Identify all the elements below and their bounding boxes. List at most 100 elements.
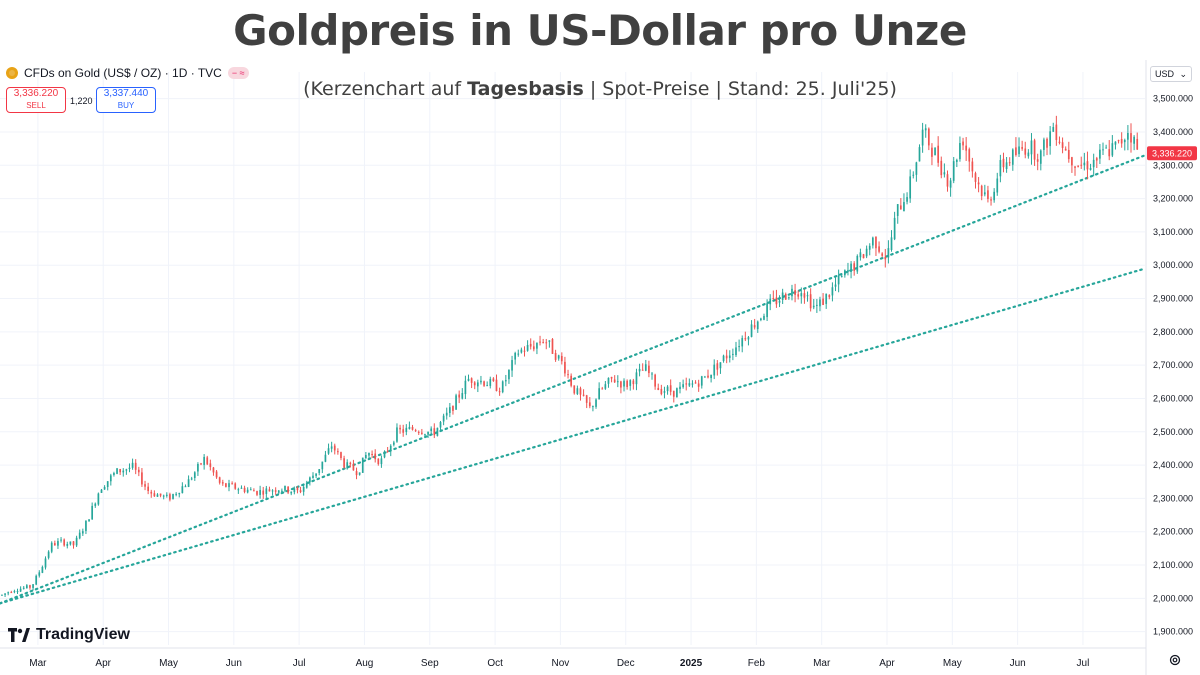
candle-up xyxy=(1099,149,1101,159)
y-tick-label: 2,500.000 xyxy=(1153,427,1193,437)
candle-up xyxy=(816,304,818,306)
candle-down xyxy=(262,490,265,495)
candle-down xyxy=(822,298,824,305)
candle-down xyxy=(971,161,974,172)
candle-up xyxy=(1114,141,1117,145)
candle-down xyxy=(1086,161,1089,170)
candle-down xyxy=(1077,165,1079,167)
candle-up xyxy=(66,544,69,546)
candle-down xyxy=(355,471,358,476)
candle-down xyxy=(1033,140,1036,160)
candle-up xyxy=(162,495,165,497)
buy-button[interactable]: 3,337.440 BUY xyxy=(96,87,156,113)
candle-up xyxy=(722,355,725,362)
symbol-header[interactable]: CFDs on Gold (US$ / OZ) · 1D · TVC − ≈ xyxy=(6,66,249,80)
candle-down xyxy=(560,355,563,362)
candle-up xyxy=(747,337,750,340)
indicator-toggle-icon[interactable]: − ≈ xyxy=(227,67,249,79)
candle-down xyxy=(483,381,485,386)
candle-up xyxy=(896,204,899,216)
x-tick-label: May xyxy=(159,658,178,669)
candle-down xyxy=(613,379,616,383)
x-tick-label: May xyxy=(943,658,962,669)
candle-up xyxy=(812,305,815,308)
candle-up xyxy=(113,473,115,475)
candle-down xyxy=(144,484,146,487)
candle-up xyxy=(682,384,684,388)
candle-up xyxy=(100,489,103,493)
candle-up xyxy=(576,388,579,394)
candle-up xyxy=(871,237,874,246)
candle-down xyxy=(1074,166,1076,168)
candle-up xyxy=(856,255,859,272)
candle-down xyxy=(268,489,271,492)
candle-up xyxy=(741,338,744,347)
sell-price: 3,336.220 xyxy=(13,88,59,99)
x-tick-label: Feb xyxy=(748,658,766,669)
candle-down xyxy=(225,483,227,487)
candle-up xyxy=(265,488,268,494)
candle-up xyxy=(921,129,924,146)
candle-up xyxy=(165,494,168,496)
candle-up xyxy=(116,468,118,474)
candle-up xyxy=(293,488,296,493)
candle-up xyxy=(281,490,283,492)
candle-down xyxy=(1058,141,1061,143)
candle-down xyxy=(1064,148,1067,151)
candle-up xyxy=(548,340,551,342)
candle-down xyxy=(253,490,255,492)
candle-up xyxy=(859,252,862,258)
trendline[interactable] xyxy=(0,267,1147,605)
candle-up xyxy=(952,161,955,181)
candle-down xyxy=(72,541,75,546)
candle-up xyxy=(738,346,740,348)
candle-up xyxy=(592,406,594,408)
candle-up xyxy=(700,376,703,386)
y-tick-label: 3,400.000 xyxy=(1153,127,1193,137)
symbol-name[interactable]: CFDs on Gold (US$ / OZ) · 1D · TVC xyxy=(24,66,222,80)
candle-up xyxy=(486,385,489,387)
gear-icon[interactable] xyxy=(1168,653,1182,667)
candle-up xyxy=(906,197,908,202)
sell-button[interactable]: 3,336.220 SELL xyxy=(6,87,66,113)
candle-up xyxy=(312,475,314,479)
candle-down xyxy=(725,355,728,359)
candle-down xyxy=(990,199,992,201)
candle-up xyxy=(728,355,731,358)
candle-up xyxy=(949,180,952,188)
candle-up xyxy=(57,541,59,546)
candle-down xyxy=(1130,133,1132,143)
candle-down xyxy=(498,391,501,393)
candle-down xyxy=(399,427,401,430)
candle-up xyxy=(246,489,249,493)
x-tick-label: 2025 xyxy=(680,658,703,669)
trendline[interactable] xyxy=(0,154,1147,605)
candle-down xyxy=(875,236,877,249)
candle-down xyxy=(470,378,473,383)
candle-up xyxy=(766,303,768,318)
candle-up xyxy=(769,298,772,305)
candle-down xyxy=(159,493,162,496)
candle-up xyxy=(763,316,765,320)
chevron-down-icon: ⌄ xyxy=(1179,68,1187,79)
candle-down xyxy=(582,394,585,396)
candle-up xyxy=(840,275,843,277)
candle-up xyxy=(1005,162,1008,169)
candle-up xyxy=(778,300,781,303)
currency-selector[interactable]: USD ⌄ xyxy=(1150,66,1192,82)
candle-down xyxy=(349,462,352,465)
candle-down xyxy=(377,458,380,465)
candle-up xyxy=(445,412,448,416)
candle-up xyxy=(277,490,280,493)
current-price-marker xyxy=(1147,146,1197,161)
subtitle-bold: Tagesbasis xyxy=(467,78,584,100)
candle-up xyxy=(651,373,653,375)
candle-up xyxy=(13,591,16,593)
candle-up xyxy=(361,457,364,473)
candle-down xyxy=(1095,158,1098,161)
y-tick-label: 2,900.000 xyxy=(1153,294,1193,304)
candle-up xyxy=(520,349,523,353)
candle-up xyxy=(1027,152,1030,157)
candle-down xyxy=(601,388,604,390)
